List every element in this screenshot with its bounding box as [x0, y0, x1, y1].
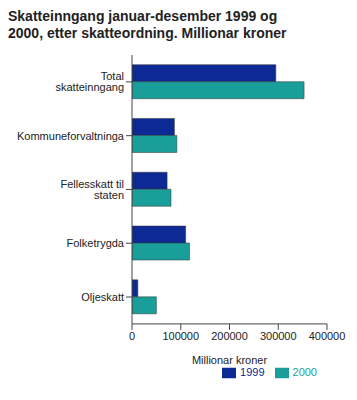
svg-text:Oljeskatt: Oljeskatt	[81, 291, 124, 303]
svg-text:Totalskatteinngang: Totalskatteinngang	[56, 70, 125, 93]
svg-text:300000: 300000	[260, 330, 297, 342]
svg-text:0: 0	[129, 330, 135, 342]
svg-text:100000: 100000	[162, 330, 199, 342]
svg-text:200000: 200000	[211, 330, 248, 342]
svg-text:Folketrygda: Folketrygda	[67, 237, 125, 249]
html-text:2000: 2000	[292, 365, 317, 378]
svg-text:Kommuneforvaltninga: Kommuneforvaltninga	[17, 130, 125, 142]
html-text:Skatteinngang januar-desember: Skatteinngang januar-desember 1999 og 20…	[8, 8, 287, 41]
svg-text:Fellesskatt tilstaten: Fellesskatt tilstaten	[60, 178, 124, 201]
svg-text:Millionar kroner: Millionar kroner	[192, 354, 268, 366]
svg-text:400000: 400000	[309, 330, 346, 342]
html-text:1999: 1999	[240, 365, 265, 378]
